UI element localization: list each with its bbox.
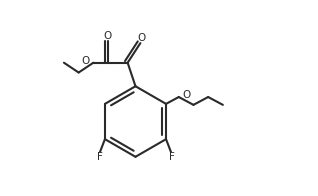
Text: F: F xyxy=(169,152,175,162)
Text: F: F xyxy=(96,152,102,162)
Text: O: O xyxy=(182,90,190,100)
Text: O: O xyxy=(137,33,146,43)
Text: O: O xyxy=(103,31,111,41)
Text: O: O xyxy=(81,56,90,66)
